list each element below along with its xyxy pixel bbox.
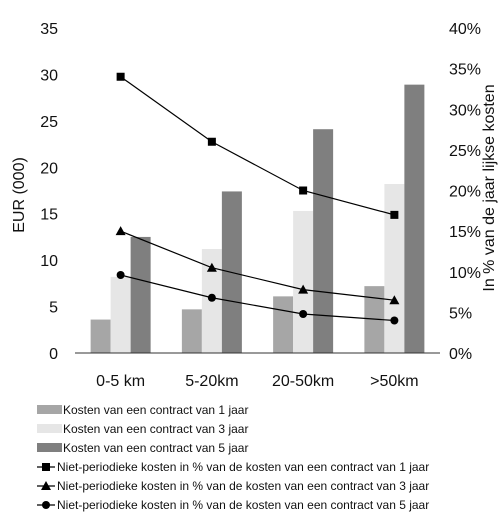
legend-label: Kosten van een contract van 3 jaar [63, 422, 248, 436]
legend-marker [42, 501, 50, 509]
legend-label: Niet-periodieke kosten in % van de koste… [57, 479, 429, 493]
legend-label: Kosten van een contract van 1 jaar [63, 403, 248, 417]
bar-s3-4 [404, 84, 425, 354]
legend-label: Niet-periodieke kosten in % van de koste… [57, 460, 429, 474]
y-tick-label: 15 [40, 207, 58, 224]
legend-item: Niet-periodieke kosten in % van de koste… [37, 498, 429, 512]
line-series-2 [120, 230, 395, 301]
legend-label: Kosten van een contract van 5 jaar [63, 441, 248, 455]
bars-layer [90, 84, 425, 354]
y-axis-title: EUR (000) [11, 157, 28, 233]
x-tick-label: 5-20km [185, 373, 238, 390]
legend-swatch [37, 424, 62, 433]
legend-marker [41, 481, 51, 490]
legend: Kosten van een contract van 1 jaar Kosten… [37, 403, 429, 512]
line-series-3 [120, 274, 395, 322]
y2-tick-label: 20% [449, 184, 481, 201]
y2-tick-label: 40% [449, 21, 481, 38]
lines-layer [115, 72, 400, 325]
y-tick-label: 5 [49, 300, 58, 317]
x-tick-label: >50km [370, 373, 418, 390]
left-axis-ticks: 0 5 10 15 20 25 30 35 [40, 21, 58, 363]
point-l3-1 [116, 271, 125, 279]
point-l2-4 [389, 295, 400, 305]
bar-s3-1 [130, 236, 151, 353]
bar-s1-3 [273, 296, 294, 353]
point-l1-4 [390, 210, 399, 219]
y2-tick-label: 10% [449, 265, 481, 282]
point-l2-1 [115, 226, 126, 236]
y2-tick-label: 35% [449, 62, 481, 79]
x-tick-label: 0-5 km [96, 373, 145, 390]
point-l1-1 [116, 72, 125, 81]
legend-item: Kosten van een contract van 5 jaar [37, 441, 248, 455]
point-l3-3 [299, 310, 308, 318]
y-tick-label: 0 [49, 346, 58, 363]
bar-s2-1 [110, 276, 131, 353]
legend-item: Niet-periodieke kosten in % van de koste… [37, 479, 429, 493]
point-l3-4 [390, 316, 399, 325]
point-l2-2 [206, 262, 217, 272]
y2-tick-label: 30% [449, 102, 481, 119]
y2-axis-title: In % van de jaar lijkse kosten [481, 84, 498, 291]
x-axis-ticks: 0-5 km 5-20km 20-50km >50km [96, 373, 418, 390]
bar-s2-3 [293, 210, 314, 353]
bar-s1-1 [90, 319, 111, 353]
y-tick-label: 20 [40, 160, 58, 177]
y2-tick-label: 15% [449, 224, 481, 241]
bar-s1-2 [181, 309, 202, 353]
legend-marker [42, 463, 50, 471]
point-l1-2 [207, 137, 216, 146]
bar-s3-3 [313, 129, 334, 353]
line-series-1 [120, 76, 395, 216]
y2-tick-label: 5% [449, 305, 472, 322]
y2-tick-label: 0% [449, 346, 472, 363]
y2-tick-label: 25% [449, 143, 481, 160]
legend-swatch [37, 405, 62, 414]
legend-item: Kosten van een contract van 1 jaar [37, 403, 248, 417]
legend-label: Niet-periodieke kosten in % van de koste… [57, 498, 429, 512]
y-tick-label: 10 [40, 253, 58, 270]
point-l2-3 [298, 284, 309, 294]
legend-item: Kosten van een contract van 3 jaar [37, 422, 248, 436]
point-l1-3 [299, 186, 308, 195]
bar-s2-4 [384, 184, 405, 353]
right-axis-ticks: 0% 5% 10% 15% 20% 25% 30% 35% 40% [449, 21, 481, 363]
x-tick-label: 20-50km [272, 373, 334, 390]
legend-swatch [37, 443, 62, 452]
point-l3-2 [207, 293, 216, 302]
y-tick-label: 30 [40, 67, 58, 84]
y-tick-label: 35 [40, 21, 58, 38]
y-tick-label: 25 [40, 114, 58, 131]
legend-item: Niet-periodieke kosten in % van de koste… [37, 460, 429, 474]
